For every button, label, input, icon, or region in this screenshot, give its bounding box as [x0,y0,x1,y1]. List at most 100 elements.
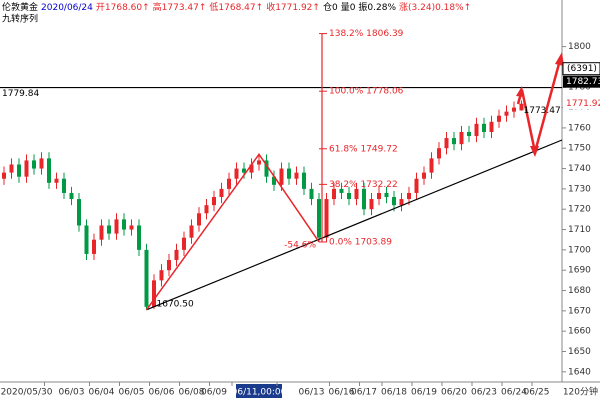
candle-body [99,225,104,240]
high-label: 1773.47 [524,106,561,116]
projection-arrow [530,146,539,157]
candle-body [474,123,479,137]
y-tick-label: 1710 [568,225,591,235]
x-tick-label: 06/05 [119,388,145,398]
candle-body [317,199,321,238]
x-tick-label: 06/17 [351,388,377,398]
candle-body [47,158,51,183]
cursor-price-box [563,75,600,88]
zigzag [145,153,320,311]
projection [516,59,562,153]
fib-label: 38.2% 1732.22 [329,180,398,190]
candle-body [264,160,269,177]
x-tick-label: 06/19 [411,388,437,398]
cursor-count: (6391) [567,64,597,74]
candle-body [422,172,426,179]
header-item: 仓0 [323,1,338,13]
fib-label: 0.0% 1703.89 [329,237,392,247]
candle-body [189,225,194,238]
y-tick-label: 1660 [568,327,591,337]
candle-body [519,103,524,111]
candle-body [347,192,351,200]
candle-body [152,280,156,307]
candle-body [362,188,366,210]
candle-body [182,237,186,250]
candle-body [354,188,359,200]
fib-label: 61.8% 1749.72 [329,144,398,154]
candle-body [54,178,59,183]
x-tick-label: 06/24 [501,388,527,398]
fib-extra-label: -54.6% [284,240,316,250]
x-tick-label: 06/08 [179,388,205,398]
header: 伦敦黄金 2020/06/24 开1768.60↑ 高1773.47↑ 低1768.47… [2,1,471,13]
low-label: 1670.50 [157,299,194,309]
y-tick-label: 1640 [568,367,591,377]
candle-body [249,164,254,173]
candle-body [69,192,74,200]
y-tick-label: 1780 [568,83,591,93]
y-tick-label: 1680 [568,286,591,296]
header-item: 伦敦黄金 [2,1,38,13]
candle-body [129,225,134,230]
candle-body [227,178,231,189]
candle-body [459,131,464,145]
candle-body [219,188,224,198]
candle-body [242,168,246,173]
candle-body [482,123,486,132]
header-item: 振0.28% [358,1,396,13]
candle-body [324,199,329,238]
x-tick-label: 06/25 [524,388,550,398]
candle-body [429,158,434,173]
candle-body [414,178,419,193]
candle-body [92,239,96,254]
candle-body [122,219,126,230]
candle-body [504,111,509,116]
candle-body [452,138,456,145]
candle-body [144,249,149,307]
header-item: 量0 [341,2,356,13]
header-item: 开1768.60↑ [96,2,150,13]
candle-body [467,131,471,137]
candle-body [407,192,411,200]
header-item: 涨(3.24)0.18%↑ [399,2,471,13]
candle-body [309,188,314,200]
candle-body [32,160,36,169]
candle-body [332,188,336,200]
header-item: 高1773.47↑ [153,1,207,13]
candle-body [384,192,389,198]
resistance-label: 1779.84 [2,89,39,99]
candle-body [9,164,14,173]
candle-body [62,178,66,193]
candle-body [272,176,276,185]
candle-body [279,168,284,185]
candle-body [234,168,239,179]
cursor-price: 1782.73 [566,77,600,87]
projection-arrow [555,52,564,66]
candle-body [159,270,164,281]
last-price-box [563,97,600,110]
cursor-count-box [562,62,600,76]
x-tick-label: 06/04 [89,388,115,398]
candle-body [369,199,374,210]
candle-body [437,148,441,159]
candle-body [174,249,179,261]
period-label: 120分钟 [563,386,598,398]
x-tick-label: 06/18 [381,388,407,398]
candle-body [212,197,216,206]
last-price: 1771.92 [566,99,600,109]
candle-body [197,213,201,226]
candle-body [2,172,6,179]
header-item: 收1771.92↑ [266,1,320,13]
header-item: 2020/06/24 [41,3,93,13]
candle-body [24,160,29,177]
candle-body [294,172,299,179]
candle-body [512,107,516,112]
y-tick-label: 1740 [568,164,591,174]
candle-body [444,138,449,149]
header-item: 低1768.47↑ [209,1,263,13]
y-tick-label: 1690 [568,266,591,276]
x-tick-label: 06/13 [299,388,325,398]
candle-body [84,225,89,254]
candle-body [392,197,396,206]
